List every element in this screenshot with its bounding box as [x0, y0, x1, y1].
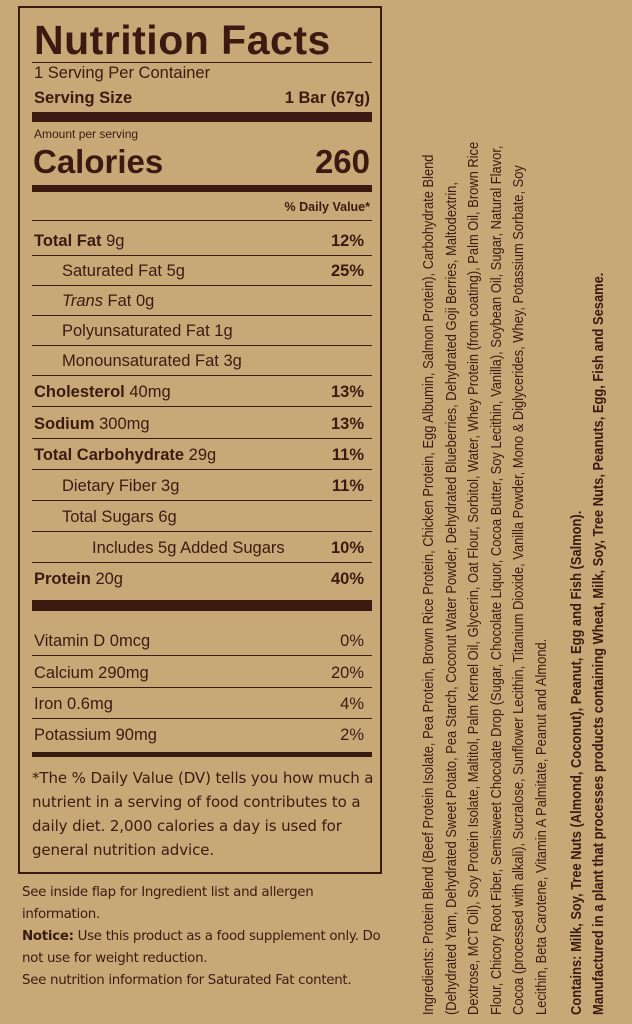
nutrient-amount: 40mg [129, 383, 171, 401]
daily-value-header: % Daily Value* [284, 200, 370, 214]
label-notes: See inside flap for Ingredient list and … [22, 882, 392, 992]
nutrient-name: Total Carbohydrate [34, 446, 185, 464]
nutrition-facts-panel: Nutrition Facts 1 Serving Per Container … [18, 6, 382, 874]
nutrient-amount: 1g [214, 322, 233, 340]
nutrient-amount: 9g [106, 232, 125, 250]
ingredients-line: Cocoa (processed with alkali), Sucralose… [510, 165, 528, 1015]
nutrient-dv: 40% [330, 570, 364, 588]
nutrient-row-total-carbohydrate: Total Carbohydrate 29g 11% [32, 440, 372, 470]
nutrient-row-total-fat: Total Fat 9g 12% [32, 226, 372, 256]
nutrient-amount: 3g [161, 477, 180, 495]
calories-value: 260 [314, 143, 370, 180]
allergen-manufactured: Manufactured in a plant that processes p… [590, 272, 608, 1015]
divider-thick [32, 185, 372, 192]
calories-label: Calories [33, 143, 164, 180]
ingredients-line: Flour, Chicory Root Fiber, Semisweet Cho… [487, 145, 505, 1015]
amount-per-serving: Amount per serving [34, 127, 139, 141]
nutrient-name: Polyunsaturated Fat [62, 322, 210, 340]
nutrient-amount: 5g [166, 262, 185, 280]
divider-thick [32, 600, 372, 611]
nutrient-name: Trans [62, 292, 103, 310]
divider [32, 220, 372, 221]
daily-value-footnote: *The % Daily Value (DV) tells you how mu… [32, 769, 374, 859]
notice: Notice: Use this product as a food suppl… [22, 926, 392, 970]
flap-note: See inside flap for Ingredient list and … [22, 885, 314, 922]
nutrient-name: Sodium [34, 415, 95, 433]
vitamin-row-calcium: Calcium 290mg 20% [32, 658, 372, 688]
nutrient-row-protein: Protein 20g 40% [32, 564, 372, 594]
ingredients-line: Lecithin, Beta Carotene, Vitamin A Palmi… [532, 638, 550, 1015]
servings-per-container: 1 Serving Per Container [34, 64, 211, 82]
notice-label: Notice: [22, 929, 74, 944]
vitamin-row-vitamin-d: Vitamin D 0mcg 0% [32, 626, 372, 656]
vitamin-row-iron: Iron 0.6mg 4% [32, 689, 372, 719]
nutrient-row-added-sugars: Includes 5g Added Sugars 10% [32, 533, 372, 563]
serving-size-label: Serving Size [34, 89, 133, 107]
nutrient-amount: 29g [188, 446, 217, 464]
nutrient-row-saturated-fat: Saturated Fat 5g 25% [32, 256, 372, 286]
nutrient-row-trans-fat: Trans Fat 0g [32, 286, 372, 316]
nutrient-name: Total Sugars [62, 508, 154, 526]
nutrient-name: Monounsaturated Fat [62, 352, 219, 370]
ingredients-line: (Dehydrated Yam, Dehydrated Sweet Potato… [442, 182, 460, 1015]
nutrient-dv: 13% [330, 383, 364, 401]
divider-thick [32, 112, 372, 122]
nutrient-row-sodium: Sodium 300mg 13% [32, 409, 372, 439]
nutrient-row-polyunsaturated-fat: Polyunsaturated Fat 1g [32, 316, 372, 346]
nutrient-row-dietary-fiber: Dietary Fiber 3g 11% [32, 471, 372, 501]
nutrient-dv: 25% [330, 262, 364, 280]
allergen-contains: Contains: Milk, Soy, Tree Nuts (Almond, … [567, 510, 585, 1015]
nutrient-name: Total Fat [34, 232, 102, 250]
notice-text: Use this product as a food supplement on… [22, 929, 381, 966]
nutrient-dv: 11% [331, 477, 364, 495]
nutrient-dv: 10% [330, 539, 364, 557]
nutrient-name: Cholesterol [34, 383, 125, 401]
nutrient-row-cholesterol: Cholesterol 40mg 13% [32, 377, 372, 407]
nutrient-row-monounsaturated-fat: Monounsaturated Fat 3g [32, 346, 372, 376]
saturated-fat-note: See nutrition information for Saturated … [22, 973, 352, 988]
nutrient-name: Protein [34, 570, 91, 588]
nutrient-dv: 11% [331, 446, 364, 464]
nutrient-amount: 20g [95, 570, 123, 588]
nutrient-dv: 12% [330, 232, 364, 250]
nutrient-row-total-sugars: Total Sugars 6g [32, 502, 372, 532]
nutrient-name: Saturated Fat [62, 262, 162, 280]
ingredients-panel: Ingredients: Protein Blend (Beef Protein… [418, 15, 611, 1015]
divider [32, 62, 372, 63]
nutrient-amount: Fat 0g [107, 292, 155, 310]
nutrient-dv: 13% [330, 415, 364, 433]
nutrient-amount: 300mg [99, 415, 150, 433]
divider-thick [32, 752, 372, 757]
nutrition-facts-title: Nutrition Facts [34, 17, 331, 63]
ingredients-line: Dextrose, MCT Oil), Soy Protein Isolate,… [465, 141, 483, 1015]
vitamin-row-potassium: Potassium 90mg 2% [34, 726, 364, 744]
nutrient-amount: 6g [158, 508, 177, 526]
nutrient-name: Dietary Fiber [62, 477, 157, 495]
ingredients-line: Ingredients: Protein Blend (Beef Protein… [420, 154, 437, 1015]
serving-size-value: 1 Bar (67g) [284, 89, 370, 107]
nutrient-amount: 3g [223, 352, 242, 370]
